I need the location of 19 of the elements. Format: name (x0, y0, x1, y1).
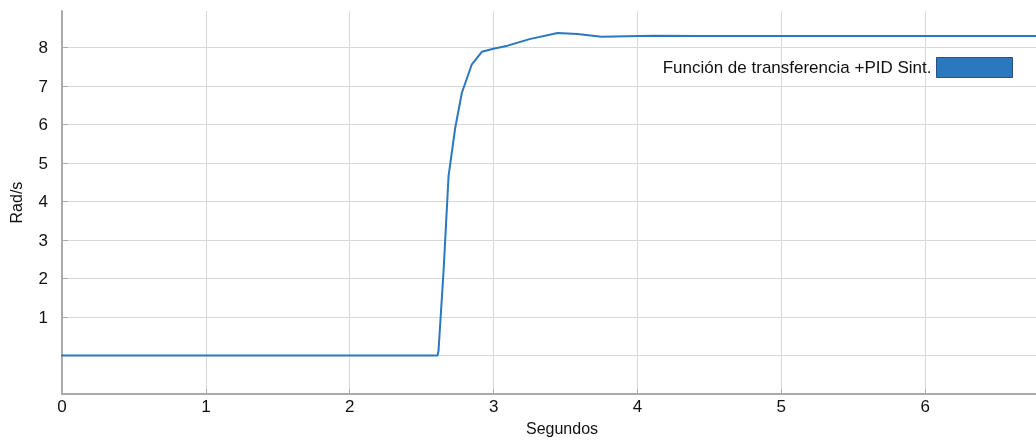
x-axis-title: Segundos (525, 419, 599, 437)
y-tick-label: 1 (38, 307, 48, 327)
y-tick-label: 5 (38, 153, 48, 173)
legend-label: Función de transferencia +PID Sint. (662, 58, 932, 77)
line-series (61, 31, 1036, 357)
x-tick-label: 0 (57, 397, 67, 417)
y-tick-label: 7 (38, 76, 48, 96)
x-tick-label: 3 (488, 397, 499, 417)
y-tick-label: 6 (38, 115, 48, 135)
y-axis-title: Rad/s (7, 181, 25, 224)
y-tick-label: 2 (38, 269, 48, 289)
x-tick-label: 5 (776, 397, 787, 417)
x-tick-label: 2 (345, 397, 355, 417)
y-tick-label: 4 (38, 192, 48, 212)
x-tick-label: 1 (201, 397, 211, 417)
y-tick-label: 8 (38, 38, 48, 58)
y-tick-label: 3 (38, 230, 48, 250)
x-tick-label: 4 (632, 397, 643, 417)
x-tick-label: 6 (920, 397, 930, 417)
